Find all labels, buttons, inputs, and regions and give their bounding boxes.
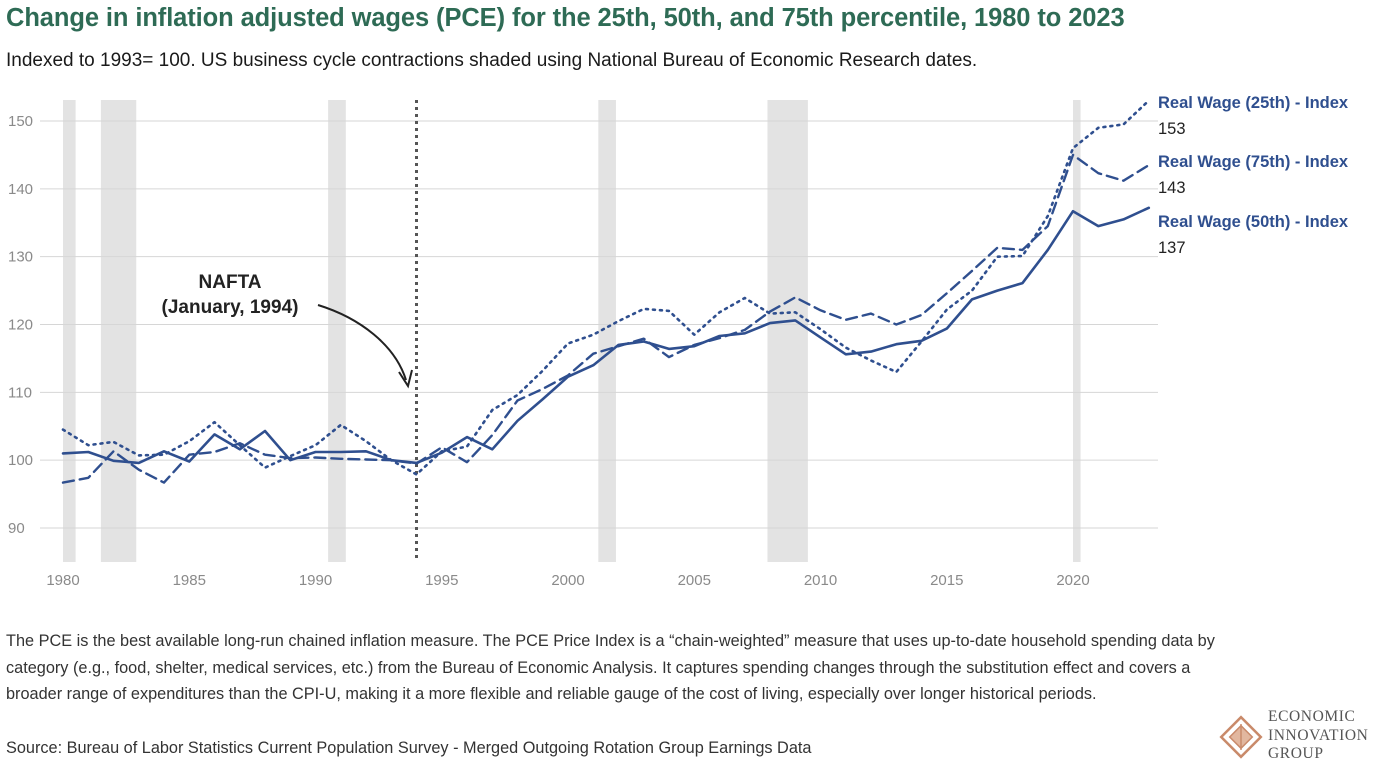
series-line-1 (61, 99, 1151, 476)
x-tick-label: 1995 (425, 572, 458, 589)
series-line-3 (61, 206, 1151, 465)
series-end-labels: Real Wage (25th) - Index 153 Real Wage (75… (1158, 94, 1349, 257)
x-tick-label: 2010 (804, 572, 837, 589)
x-axis-ticks: 1980 1985 1990 1995 2000 2005 2010 2015 2020 (46, 572, 1089, 589)
recession-band (598, 100, 616, 562)
chart-title: Change in inflation adjusted wages (PCE)… (6, 4, 1125, 32)
x-tick-label: 2005 (678, 572, 711, 589)
recession-band (63, 100, 76, 562)
series-end-value: 143 (1158, 179, 1186, 197)
source-note: Source: Bureau of Labor Statistics Curre… (6, 739, 812, 757)
y-tick-label: 130 (8, 249, 33, 266)
x-tick-label: 1980 (46, 572, 79, 589)
logo-line-2: INNOVATION (1268, 726, 1369, 744)
series-lines (61, 99, 1151, 484)
diamond-logo-icon (1219, 715, 1263, 759)
recession-band (328, 100, 346, 562)
y-tick-label: 90 (8, 520, 25, 537)
chart-subtitle: Indexed to 1993= 100. US business cycle … (6, 50, 978, 71)
recession-band (1073, 100, 1081, 562)
x-tick-label: 2015 (930, 572, 963, 589)
series-name-label: Real Wage (25th) - Index (1158, 94, 1349, 112)
nafta-annotation: NAFTA (January, 1994) (162, 100, 418, 562)
x-tick-label: 2020 (1056, 572, 1089, 589)
x-tick-label: 2000 (551, 572, 584, 589)
series-line-2 (61, 153, 1150, 484)
y-axis-ticks: 90 100 110 120 130 140 150 (8, 113, 33, 537)
series-name-label: Real Wage (75th) - Index (1158, 153, 1349, 171)
series-end-value: 153 (1158, 120, 1186, 138)
y-tick-label: 110 (8, 384, 32, 401)
footnote: The PCE is the best available long-run c… (6, 632, 1215, 703)
x-tick-label: 1985 (173, 572, 206, 589)
line-chart: 90 100 110 120 130 140 150 1980 1985 1990 1995 200… (8, 94, 1349, 589)
x-tick-label: 1990 (299, 572, 332, 589)
nafta-arrow-head (398, 369, 413, 389)
recession-bands (63, 100, 1081, 562)
nafta-arrow (317, 304, 407, 381)
logo-line-3: GROUP (1268, 745, 1324, 762)
nafta-date-label: (January, 1994) (162, 297, 299, 318)
y-tick-label: 120 (8, 317, 33, 334)
nafta-label: NAFTA (199, 272, 262, 293)
gridlines (40, 120, 1158, 529)
recession-band (100, 100, 137, 562)
economic-innovation-group-logo: ECONOMIC INNOVATION GROUP (1216, 708, 1386, 766)
y-tick-label: 100 (8, 452, 33, 469)
series-name-label: Real Wage (50th) - Index (1158, 213, 1349, 231)
recession-band (767, 100, 808, 562)
series-end-value: 137 (1158, 239, 1186, 257)
y-tick-label: 150 (8, 113, 33, 130)
logo-line-1: ECONOMIC (1268, 708, 1356, 725)
y-tick-label: 140 (8, 181, 33, 198)
